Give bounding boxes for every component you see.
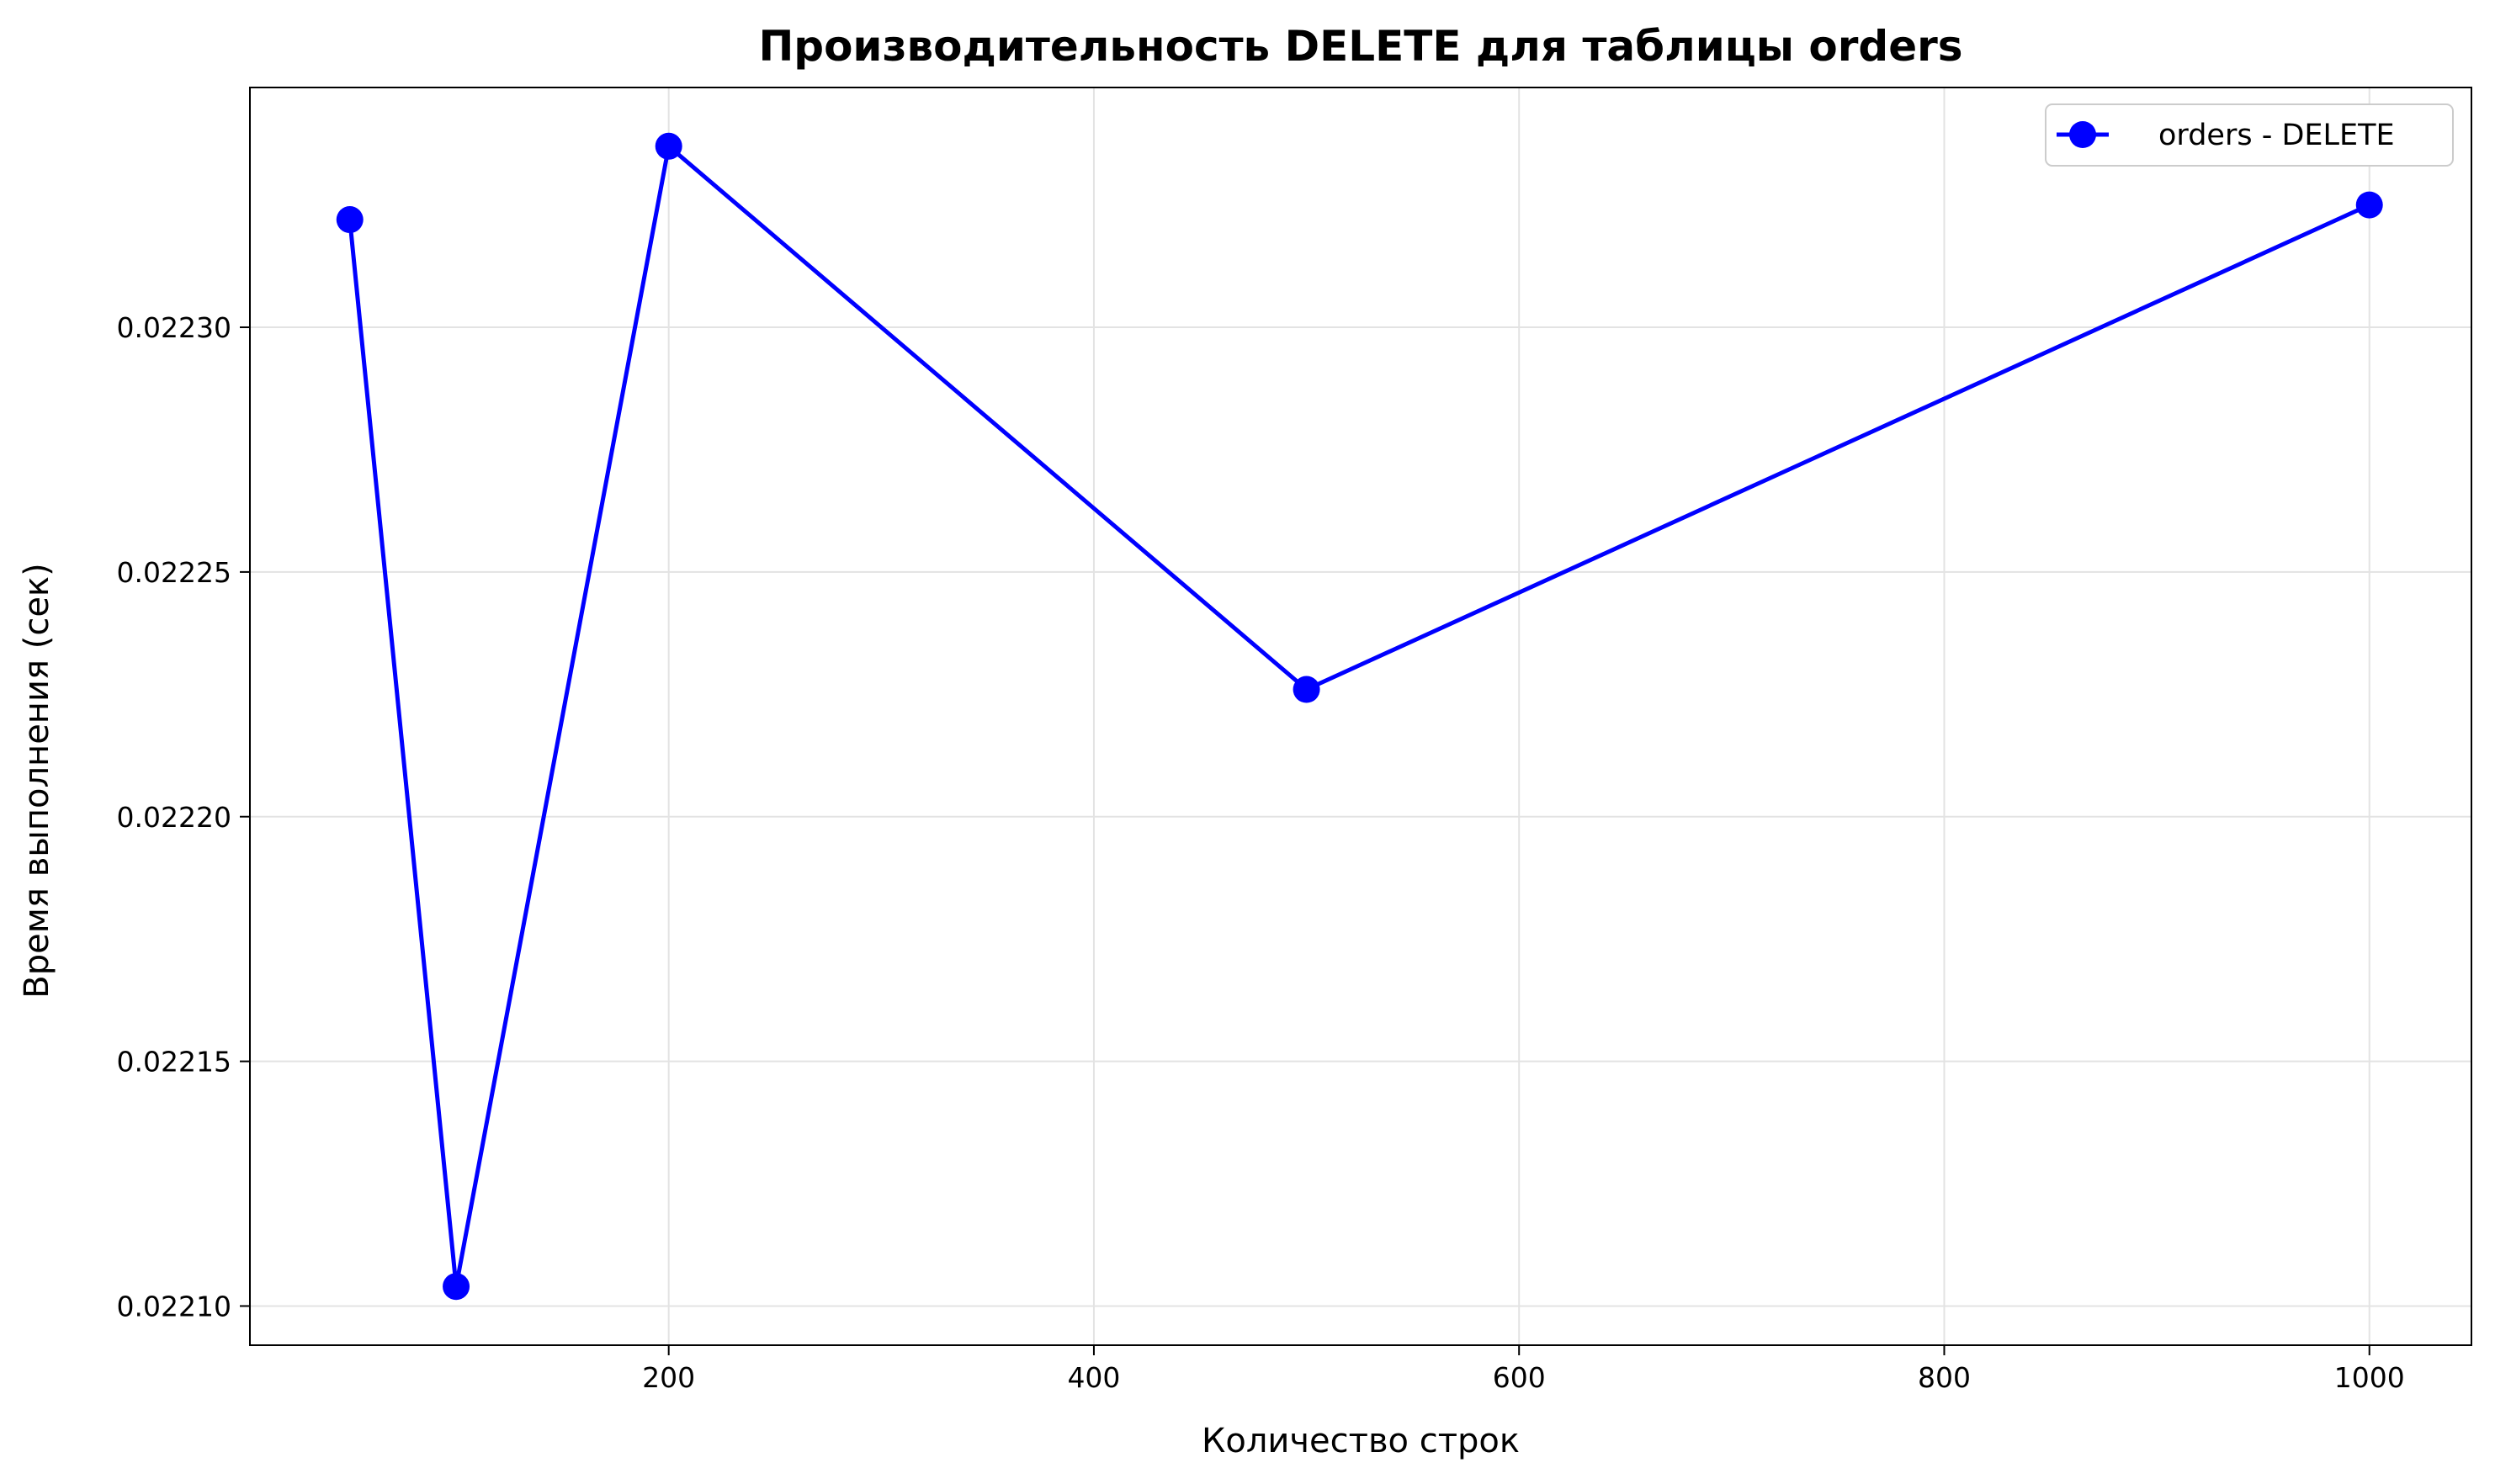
data-point bbox=[2355, 191, 2383, 219]
data-point bbox=[655, 132, 682, 160]
y-tick-label: 0.02220 bbox=[117, 801, 231, 834]
chart-title: Производительность DELETE для таблицы or… bbox=[758, 22, 1962, 71]
legend-label: orders - DELETE bbox=[2158, 119, 2395, 152]
y-axis-label: Время выполнения (сек) bbox=[18, 563, 56, 998]
data-point bbox=[336, 206, 364, 234]
x-tick-label: 400 bbox=[1067, 1361, 1120, 1394]
legend-marker-icon bbox=[2069, 121, 2096, 148]
legend: orders - DELETE bbox=[2045, 103, 2454, 167]
legend-box bbox=[2045, 103, 2454, 167]
data-point bbox=[443, 1273, 470, 1301]
y-tick-label: 0.02225 bbox=[117, 556, 231, 589]
x-axis-label: Количество строк bbox=[1202, 1422, 1520, 1460]
x-tick-label: 200 bbox=[642, 1361, 695, 1394]
x-tick-label: 600 bbox=[1493, 1361, 1546, 1394]
y-tick-label: 0.02230 bbox=[117, 311, 231, 344]
data-point bbox=[1293, 676, 1320, 703]
x-tick-label: 800 bbox=[1918, 1361, 1971, 1394]
y-tick-label: 0.02215 bbox=[117, 1046, 231, 1079]
x-tick-label: 1000 bbox=[2334, 1361, 2405, 1394]
y-tick-label: 0.02210 bbox=[117, 1290, 231, 1322]
series-layer bbox=[336, 132, 2383, 1301]
plot-frame bbox=[249, 87, 2472, 1346]
ticks: 200 400 600 800 1000 0.02210 0.02215 0.02220 0.0… bbox=[117, 311, 2405, 1394]
